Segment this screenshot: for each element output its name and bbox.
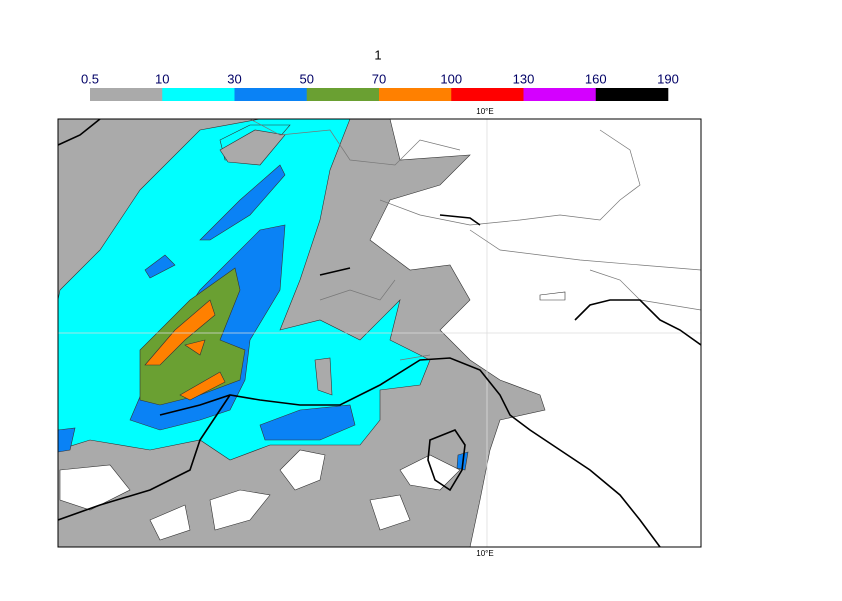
legend-swatch — [234, 88, 308, 101]
legend-swatch — [379, 88, 452, 101]
legend-label: 130 — [513, 71, 535, 86]
legend-swatch — [306, 88, 380, 101]
legend-swatch — [595, 88, 669, 101]
title: 1 — [374, 47, 381, 62]
legend-label: 30 — [227, 71, 241, 86]
legend-label: 100 — [440, 71, 462, 86]
legend-label: 190 — [657, 71, 679, 86]
legend-label: 70 — [372, 71, 386, 86]
color-legend: 0.5 10 30 50 70 100 130 160 190 — [81, 71, 679, 101]
legend-label: 50 — [300, 71, 314, 86]
precip-hole — [219, 129, 333, 396]
legend-swatch — [523, 88, 597, 101]
legend-label: 160 — [585, 71, 607, 86]
map-frame — [57, 118, 702, 548]
legend-swatch — [90, 88, 163, 101]
longitude-label: 10°E — [476, 107, 493, 116]
legend-swatch — [451, 88, 524, 101]
coastline — [58, 119, 701, 547]
legend-label: 10 — [155, 71, 169, 86]
legend-label: 0.5 — [81, 71, 99, 86]
longitude-label: 10°E — [476, 549, 493, 558]
dry-patch — [59, 291, 566, 541]
country-border — [249, 119, 701, 361]
precip-area — [144, 299, 226, 401]
map-area — [58, 119, 701, 547]
legend-swatch — [162, 88, 235, 101]
